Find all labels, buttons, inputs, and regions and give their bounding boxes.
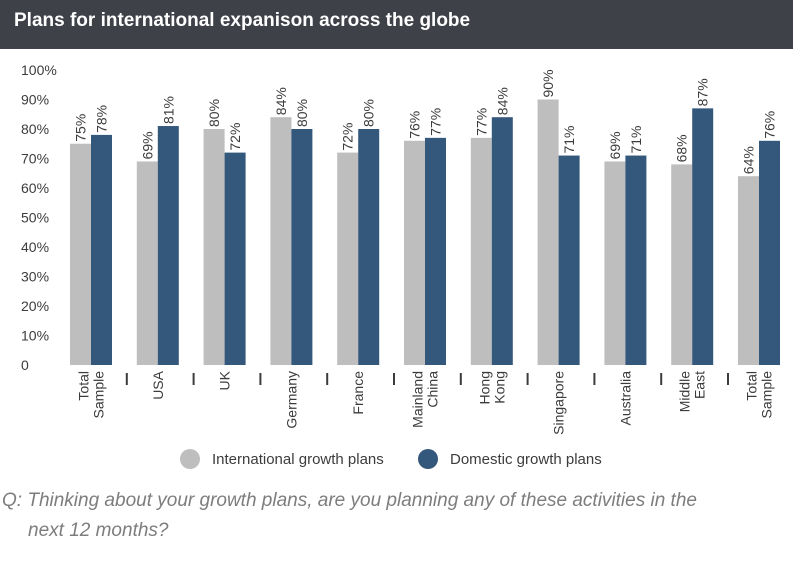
- data-label: 80%: [361, 99, 377, 127]
- x-category-label: HongKong: [476, 371, 507, 404]
- legend-label-international: International growth plans: [212, 451, 384, 468]
- data-label: 87%: [695, 78, 711, 106]
- x-category-label-line: France: [350, 371, 366, 415]
- y-tick-label: 90%: [21, 92, 49, 108]
- x-category-label: Australia: [617, 371, 633, 426]
- bar-domestic: [625, 155, 647, 365]
- x-category-label: MainlandChina: [410, 371, 441, 428]
- bar-chart: 0 10% 20% 30% 40% 50% 60% 70% 80% 90% 100% 75% 78% 69…: [21, 62, 780, 469]
- bar-domestic: [491, 117, 513, 365]
- x-category-label-line: Mainland: [410, 371, 426, 428]
- x-category-label-line: East: [692, 371, 708, 399]
- data-label: 76%: [762, 111, 778, 139]
- data-label: 81%: [160, 96, 176, 124]
- data-label: 69%: [607, 131, 623, 159]
- data-label: 72%: [227, 123, 243, 151]
- y-tick-label: 80%: [21, 121, 49, 137]
- bar-international: [604, 161, 626, 365]
- x-category-label: Germany: [283, 371, 299, 429]
- x-category-label-line: Middle: [677, 371, 693, 412]
- x-category-label-line: Sample: [759, 371, 775, 419]
- x-category-label: UK: [217, 370, 233, 390]
- data-label: 68%: [674, 134, 690, 162]
- bar-international: [470, 137, 492, 365]
- legend-marker-international: [180, 449, 200, 469]
- data-label: 72%: [340, 123, 356, 151]
- x-category-label: TotalSample: [76, 371, 107, 419]
- bar-domestic: [558, 155, 580, 365]
- x-category-label-line: UK: [217, 370, 233, 390]
- data-label: 76%: [407, 111, 423, 139]
- x-category-label: TotalSample: [744, 371, 775, 419]
- x-category-label: MiddleEast: [677, 371, 708, 412]
- bar-domestic: [224, 152, 246, 365]
- y-tick-label: 0: [21, 357, 29, 373]
- x-category-label: France: [350, 371, 366, 415]
- survey-question-line-2: next 12 months?: [28, 520, 169, 541]
- bar-international: [136, 161, 158, 365]
- data-label: 90%: [540, 69, 556, 97]
- x-category-label: USA: [150, 370, 166, 399]
- x-category-label-line: Singapore: [551, 371, 567, 435]
- bar-domestic: [157, 126, 179, 365]
- data-label: 80%: [294, 99, 310, 127]
- bar-international: [203, 129, 225, 365]
- chart-title: Plans for international expanison across…: [14, 10, 471, 31]
- bar-domestic: [91, 134, 112, 365]
- x-category-label-line: Germany: [283, 371, 299, 429]
- y-tick-label: 30%: [21, 269, 49, 285]
- legend-label-domestic: Domestic growth plans: [450, 451, 602, 468]
- data-label: 84%: [494, 87, 510, 115]
- data-label: 69%: [139, 131, 155, 159]
- x-category-label-line: Hong: [476, 371, 492, 404]
- x-category-label-line: USA: [150, 370, 166, 399]
- x-category-label-line: Sample: [91, 371, 107, 419]
- x-category-label: Singapore: [551, 371, 567, 435]
- y-tick-label: 100%: [21, 62, 57, 78]
- x-category-label-line: Kong: [491, 371, 507, 404]
- x-category-label-line: Total: [744, 371, 760, 401]
- bar-domestic: [291, 129, 313, 365]
- bar-international: [537, 99, 559, 365]
- bar-international: [270, 117, 292, 365]
- chart-area: 0 10% 20% 30% 40% 50% 60% 70% 80% 90% 100% 75% 78% 69…: [0, 49, 793, 479]
- chart-header: Plans for international expanison across…: [0, 0, 793, 49]
- y-tick-label: 10%: [21, 328, 49, 344]
- x-category-label-line: Australia: [617, 371, 633, 426]
- y-tick-label: 50%: [21, 210, 49, 226]
- data-label: 78%: [94, 105, 110, 133]
- bar-domestic: [692, 108, 714, 365]
- data-label: 71%: [561, 126, 577, 154]
- bar-international: [404, 140, 425, 365]
- y-tick-label: 70%: [21, 151, 49, 167]
- x-category-label-line: Total: [76, 371, 92, 401]
- y-tick-label: 20%: [21, 298, 49, 314]
- data-label: 80%: [206, 99, 222, 127]
- bar-domestic: [358, 129, 380, 365]
- data-label: 77%: [473, 108, 489, 136]
- y-tick-label: 60%: [21, 180, 49, 196]
- bar-international: [738, 176, 759, 365]
- bar-domestic: [425, 137, 446, 365]
- survey-question: Q: Thinking about your growth plans, are…: [2, 486, 762, 546]
- data-label: 71%: [628, 126, 644, 154]
- legend-marker-domestic: [418, 449, 438, 469]
- data-label: 77%: [428, 108, 444, 136]
- data-label: 64%: [741, 146, 757, 174]
- y-tick-label: 40%: [21, 239, 49, 255]
- bar-international: [70, 143, 91, 365]
- bar-domestic: [759, 140, 780, 365]
- data-label: 84%: [273, 87, 289, 115]
- survey-question-line-1: Q: Thinking about your growth plans, are…: [2, 490, 697, 511]
- bar-international: [671, 164, 693, 365]
- x-category-label-line: China: [425, 371, 441, 408]
- data-label: 75%: [73, 114, 89, 142]
- bar-international: [337, 152, 359, 365]
